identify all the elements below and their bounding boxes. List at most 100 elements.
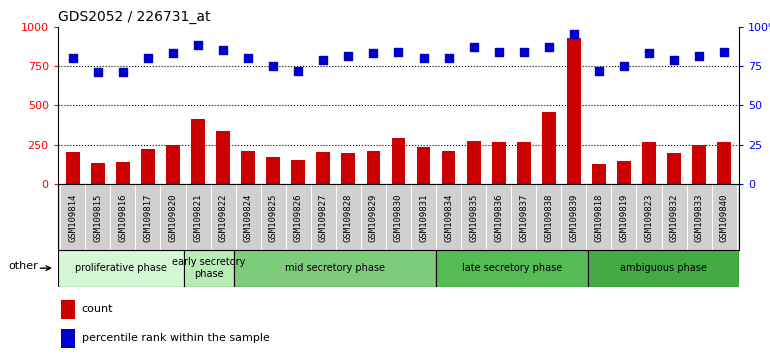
Text: GSM109839: GSM109839 xyxy=(569,194,578,242)
Text: early secretory
phase: early secretory phase xyxy=(172,257,246,279)
Point xyxy=(92,69,104,75)
Bar xyxy=(461,184,486,250)
Bar xyxy=(661,184,687,250)
Bar xyxy=(58,250,184,287)
Text: GSM109817: GSM109817 xyxy=(143,194,152,242)
Bar xyxy=(367,151,380,184)
Bar xyxy=(261,184,286,250)
Bar xyxy=(592,164,606,184)
Bar xyxy=(588,250,739,287)
Bar xyxy=(311,184,336,250)
Bar xyxy=(291,160,305,184)
Point xyxy=(392,49,404,55)
Point xyxy=(142,55,154,61)
Bar xyxy=(417,147,430,184)
Point xyxy=(593,68,605,74)
Text: GSM109814: GSM109814 xyxy=(69,194,77,242)
Bar xyxy=(492,142,506,184)
Point xyxy=(342,54,354,59)
Bar xyxy=(361,184,386,250)
Bar xyxy=(511,184,536,250)
Bar xyxy=(91,163,105,184)
Point xyxy=(493,49,505,55)
Bar xyxy=(184,250,234,287)
Bar xyxy=(136,184,160,250)
Bar xyxy=(336,184,361,250)
Bar xyxy=(587,184,611,250)
Bar xyxy=(316,152,330,184)
Text: mid secretory phase: mid secretory phase xyxy=(286,263,385,273)
Bar xyxy=(467,141,480,184)
Text: other: other xyxy=(8,261,38,271)
Text: GSM109820: GSM109820 xyxy=(169,194,178,242)
Bar xyxy=(61,300,75,319)
Text: GSM109832: GSM109832 xyxy=(670,194,678,242)
Point xyxy=(718,49,730,55)
Bar xyxy=(166,145,180,184)
Text: GSM109837: GSM109837 xyxy=(519,194,528,242)
Text: GSM109836: GSM109836 xyxy=(494,194,503,242)
Bar xyxy=(160,184,186,250)
Bar xyxy=(637,184,661,250)
Bar xyxy=(542,113,556,184)
Point xyxy=(668,57,680,62)
Bar xyxy=(386,184,411,250)
Text: GSM109823: GSM109823 xyxy=(644,194,654,242)
Text: count: count xyxy=(82,304,113,314)
Text: GSM109829: GSM109829 xyxy=(369,194,378,242)
Bar xyxy=(61,329,75,348)
Bar xyxy=(60,184,85,250)
Bar xyxy=(411,184,436,250)
Point xyxy=(567,32,580,37)
Point xyxy=(167,51,179,56)
Text: GSM109830: GSM109830 xyxy=(394,194,403,242)
Text: GDS2052 / 226731_at: GDS2052 / 226731_at xyxy=(58,10,210,24)
Point xyxy=(267,63,280,69)
Point xyxy=(443,55,455,61)
Text: GSM109838: GSM109838 xyxy=(544,194,554,242)
Text: GSM109816: GSM109816 xyxy=(119,194,127,242)
Bar xyxy=(191,120,205,184)
Bar xyxy=(186,184,210,250)
Bar xyxy=(536,184,561,250)
Bar xyxy=(667,153,681,184)
Text: proliferative phase: proliferative phase xyxy=(75,263,167,273)
Bar xyxy=(210,184,236,250)
Text: GSM109818: GSM109818 xyxy=(594,194,604,242)
Text: GSM109828: GSM109828 xyxy=(344,194,353,242)
Bar xyxy=(266,156,280,184)
Text: ambiguous phase: ambiguous phase xyxy=(620,263,707,273)
Bar xyxy=(110,184,136,250)
Point xyxy=(367,51,380,56)
Bar xyxy=(718,142,731,184)
Bar xyxy=(234,250,437,287)
Bar xyxy=(692,145,706,184)
Point xyxy=(417,55,430,61)
Point xyxy=(217,47,229,53)
Bar xyxy=(711,184,737,250)
Point xyxy=(317,57,330,62)
Bar xyxy=(611,184,637,250)
Point xyxy=(517,49,530,55)
Bar xyxy=(567,38,581,184)
Text: GSM109831: GSM109831 xyxy=(419,194,428,242)
Point xyxy=(117,69,129,75)
Point xyxy=(643,51,655,56)
Bar xyxy=(442,151,456,184)
Text: GSM109834: GSM109834 xyxy=(444,194,453,242)
Point xyxy=(292,68,304,74)
Text: GSM109835: GSM109835 xyxy=(469,194,478,242)
Point xyxy=(67,55,79,61)
Bar xyxy=(392,138,405,184)
Bar xyxy=(486,184,511,250)
Bar xyxy=(687,184,711,250)
Bar xyxy=(341,153,355,184)
Bar xyxy=(517,142,531,184)
Point xyxy=(618,63,630,69)
Text: GSM109821: GSM109821 xyxy=(193,194,203,242)
Bar xyxy=(66,152,79,184)
Bar xyxy=(286,184,311,250)
Point xyxy=(693,54,705,59)
Bar xyxy=(216,131,230,184)
Bar xyxy=(561,184,587,250)
